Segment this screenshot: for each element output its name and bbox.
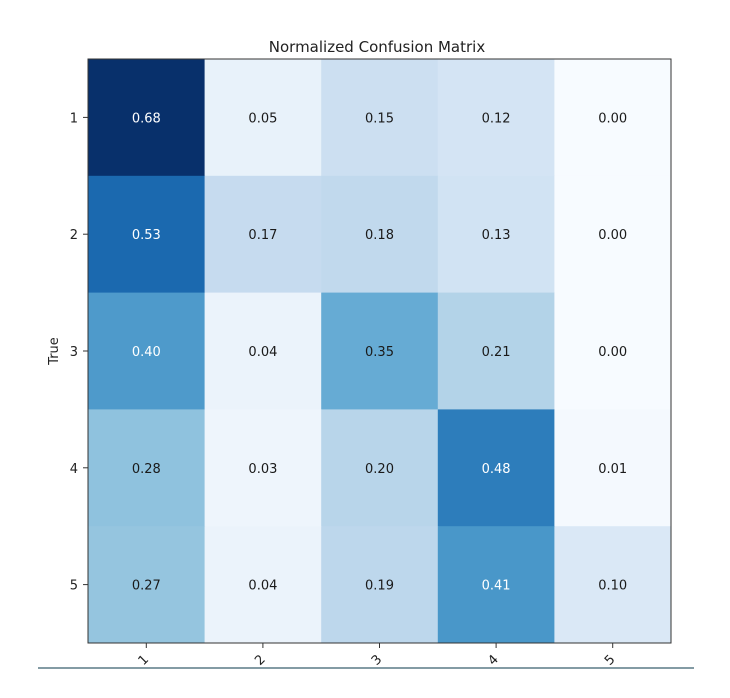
y-tick-label: 5 — [70, 579, 78, 594]
x-tick-label: 1 — [136, 652, 152, 668]
heatmap-cell-r1-c2 — [204, 59, 322, 177]
heatmap-cell-r2-c4 — [437, 175, 555, 294]
heatmap-cell-r3-c4 — [437, 292, 555, 410]
cell-value-label: 0.28 — [132, 462, 161, 477]
heatmap-cell-r4-c4 — [437, 409, 555, 527]
x-tick-label: 5 — [602, 652, 618, 668]
cell-value-label: 0.15 — [365, 111, 394, 126]
heatmap-cell-r5-c4 — [437, 526, 555, 644]
y-tick-label: 4 — [70, 462, 78, 477]
heatmap-cells — [88, 59, 672, 644]
cell-value-label: 0.00 — [598, 345, 627, 360]
cell-value-label: 0.53 — [132, 228, 161, 243]
cell-value-label: 0.12 — [482, 111, 511, 126]
cell-value-label: 0.13 — [482, 228, 511, 243]
cell-value-label: 0.00 — [598, 111, 627, 126]
heatmap-cell-r3-c5 — [554, 292, 672, 410]
x-tick-label: 3 — [369, 652, 385, 668]
heatmap-cell-r5-c3 — [321, 526, 439, 644]
cell-value-label: 0.41 — [482, 579, 511, 594]
heatmap-cell-r5-c1 — [88, 526, 206, 644]
cell-value-label: 0.40 — [132, 345, 161, 360]
cell-value-label: 0.19 — [365, 579, 394, 594]
x-tick-label: 4 — [485, 652, 501, 668]
y-tick-label: 3 — [70, 345, 78, 360]
heatmap-cell-r4-c1 — [88, 409, 206, 527]
heatmap-cell-r5-c5 — [554, 526, 672, 644]
heatmap-cell-r2-c3 — [321, 175, 439, 294]
cell-value-label: 0.21 — [482, 345, 511, 360]
heatmap-cell-r2-c1 — [88, 175, 206, 294]
heatmap-cell-r2-c2 — [204, 175, 322, 294]
y-tick-label: 2 — [70, 228, 78, 243]
cell-value-label: 0.20 — [365, 462, 394, 477]
x-tick-label: 2 — [252, 652, 268, 668]
y-tick-label: 1 — [70, 111, 78, 126]
cell-value-label: 0.04 — [248, 579, 277, 594]
cell-value-label: 0.10 — [598, 579, 627, 594]
heatmap-cell-r4-c5 — [554, 409, 672, 527]
cell-value-label: 0.00 — [598, 228, 627, 243]
heatmap-cell-r1-c4 — [437, 59, 555, 177]
cell-value-label: 0.05 — [248, 111, 277, 126]
y-axis-label: True — [47, 337, 62, 366]
chart-title: Normalized Confusion Matrix — [269, 38, 486, 56]
y-axis-ticks: 1 2 3 4 5 — [70, 111, 88, 594]
heatmap-cell-r5-c2 — [204, 526, 322, 644]
heatmap-cell-r4-c2 — [204, 409, 322, 527]
x-axis-ticks: 1 2 3 4 5 — [136, 643, 618, 669]
cell-value-label: 0.35 — [365, 345, 394, 360]
cell-value-label: 0.48 — [482, 462, 511, 477]
cell-value-label: 0.04 — [248, 345, 277, 360]
cell-value-label: 0.01 — [598, 462, 627, 477]
heatmap-cell-r1-c1 — [88, 59, 206, 177]
heatmap-cell-labels: 0.68 0.05 0.15 0.12 0.00 0.53 0.17 0.18 0.13 0.00… — [132, 111, 627, 593]
cell-value-label: 0.27 — [132, 579, 161, 594]
heatmap-cell-r1-c5 — [554, 59, 672, 177]
cell-value-label: 0.68 — [132, 111, 161, 126]
cell-value-label: 0.18 — [365, 228, 394, 243]
heatmap-cell-r2-c5 — [554, 175, 672, 294]
heatmap-cell-r3-c1 — [88, 292, 206, 410]
heatmap-cell-r3-c3 — [321, 292, 439, 410]
heatmap-cell-r1-c3 — [321, 59, 439, 177]
heatmap-cell-r4-c3 — [321, 409, 439, 527]
heatmap-cell-r3-c2 — [204, 292, 322, 410]
cell-value-label: 0.17 — [248, 228, 277, 243]
cell-value-label: 0.03 — [248, 462, 277, 477]
